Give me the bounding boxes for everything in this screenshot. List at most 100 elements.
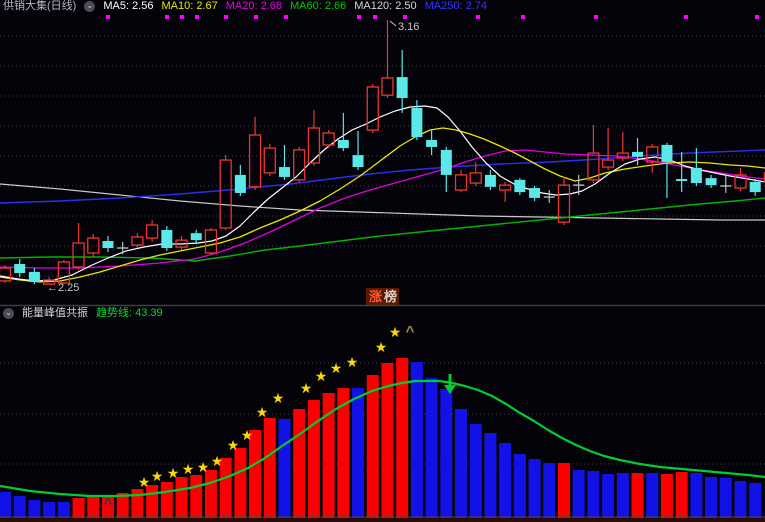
energy-bar bbox=[572, 470, 585, 518]
star-marker: ★ bbox=[227, 437, 240, 453]
collapse-sub-chevron-icon[interactable]: ⌄ bbox=[3, 308, 14, 319]
candle-up bbox=[322, 132, 335, 146]
candle-up bbox=[145, 224, 159, 239]
star-marker: ★ bbox=[330, 360, 343, 376]
candle-up bbox=[557, 184, 571, 223]
energy-bar bbox=[190, 475, 203, 518]
star-marker: ★ bbox=[300, 380, 313, 396]
watermark-text: 涨 bbox=[368, 289, 382, 304]
energy-bar bbox=[410, 362, 423, 518]
candle-down bbox=[749, 181, 761, 193]
candle-down bbox=[426, 139, 438, 147]
energy-bar bbox=[440, 389, 453, 518]
energy-bar bbox=[646, 473, 659, 518]
star-marker: ★ bbox=[272, 390, 285, 406]
energy-bar bbox=[366, 375, 379, 518]
candle-down bbox=[705, 178, 717, 186]
candle-up bbox=[763, 172, 765, 183]
star-marker: ★ bbox=[197, 459, 210, 475]
candle-up bbox=[469, 172, 482, 184]
candle-down bbox=[529, 188, 541, 198]
energy-bar bbox=[455, 409, 468, 518]
candle-down bbox=[440, 149, 452, 175]
signal-dot bbox=[521, 15, 525, 19]
candle-up bbox=[87, 237, 100, 254]
star-marker: ★ bbox=[211, 453, 224, 469]
candle-up bbox=[263, 147, 276, 174]
star-marker: ★ bbox=[375, 339, 388, 355]
energy-bar bbox=[0, 492, 11, 518]
candle-up bbox=[131, 236, 144, 246]
star-marker: ★ bbox=[167, 465, 180, 481]
energy-bar bbox=[616, 473, 629, 518]
candle-down bbox=[161, 229, 173, 249]
energy-bar bbox=[160, 482, 173, 518]
symbol-title: 供销大集(日线) bbox=[3, 0, 77, 12]
signal-dot bbox=[594, 15, 598, 19]
signal-dot bbox=[224, 15, 228, 19]
candle-up bbox=[734, 174, 747, 189]
ma120-line bbox=[0, 183, 765, 221]
signal-dot bbox=[684, 15, 688, 19]
ma-label: MA250: 2.74 bbox=[424, 0, 488, 12]
ma-label: MA60: 2.66 bbox=[290, 0, 347, 12]
energy-bar bbox=[175, 477, 188, 518]
signal-dot bbox=[403, 15, 407, 19]
energy-bar bbox=[28, 500, 41, 518]
energy-bar bbox=[469, 424, 482, 518]
energy-bar bbox=[234, 448, 247, 518]
candle-up bbox=[57, 261, 70, 284]
energy-bar bbox=[513, 454, 526, 518]
candle-down bbox=[278, 167, 290, 177]
energy-bar bbox=[352, 388, 365, 518]
energy-bar bbox=[278, 419, 291, 518]
watermark-text: 榜 bbox=[384, 289, 397, 304]
energy-bar bbox=[131, 489, 144, 518]
trend-value-label: 趋势线: 43.39 bbox=[96, 307, 163, 319]
energy-bar bbox=[484, 433, 497, 518]
candle-down bbox=[337, 139, 349, 149]
caret-marker: ^ bbox=[406, 323, 415, 340]
energy-bar bbox=[57, 502, 70, 518]
signal-dot bbox=[284, 15, 288, 19]
energy-bar bbox=[425, 378, 438, 518]
energy-bar bbox=[396, 358, 409, 518]
candle-down bbox=[661, 144, 673, 163]
energy-bar bbox=[543, 463, 556, 518]
energy-bar bbox=[705, 477, 718, 518]
energy-bar bbox=[322, 393, 335, 518]
energy-bar bbox=[101, 497, 114, 518]
watermark-bg bbox=[366, 288, 399, 305]
down-arrow-icon bbox=[444, 385, 456, 394]
energy-bar bbox=[293, 409, 306, 518]
candle-up bbox=[601, 159, 615, 168]
candle-down bbox=[514, 179, 526, 193]
energy-bar bbox=[381, 363, 394, 518]
star-marker: ★ bbox=[346, 354, 359, 370]
candle-up bbox=[175, 239, 188, 248]
energy-bar bbox=[690, 473, 703, 518]
energy-bar bbox=[528, 459, 541, 518]
ma20-line bbox=[0, 149, 765, 269]
candle-up bbox=[72, 242, 85, 268]
star-marker: ★ bbox=[256, 404, 269, 420]
candle-up bbox=[498, 184, 512, 191]
candle-up bbox=[307, 127, 321, 164]
energy-bar bbox=[116, 493, 129, 518]
energy-bar bbox=[249, 430, 262, 518]
signal-dot bbox=[165, 15, 169, 19]
candle-down bbox=[234, 174, 246, 193]
star-marker: ★ bbox=[389, 324, 402, 340]
collapse-main-chevron-icon[interactable]: ⌄ bbox=[84, 1, 96, 12]
candle-up bbox=[0, 267, 12, 282]
candle-up bbox=[366, 86, 379, 131]
main-chart-header: 供销大集(日线) ⌄ MA5: 2.56 MA10: 2.67 MA20: 2.68… bbox=[3, 0, 487, 13]
signal-dot bbox=[755, 15, 759, 19]
energy-bar bbox=[660, 474, 673, 518]
energy-bar bbox=[499, 443, 512, 518]
energy-bar bbox=[749, 483, 762, 518]
energy-bar bbox=[204, 470, 217, 518]
energy-bar bbox=[337, 388, 350, 518]
